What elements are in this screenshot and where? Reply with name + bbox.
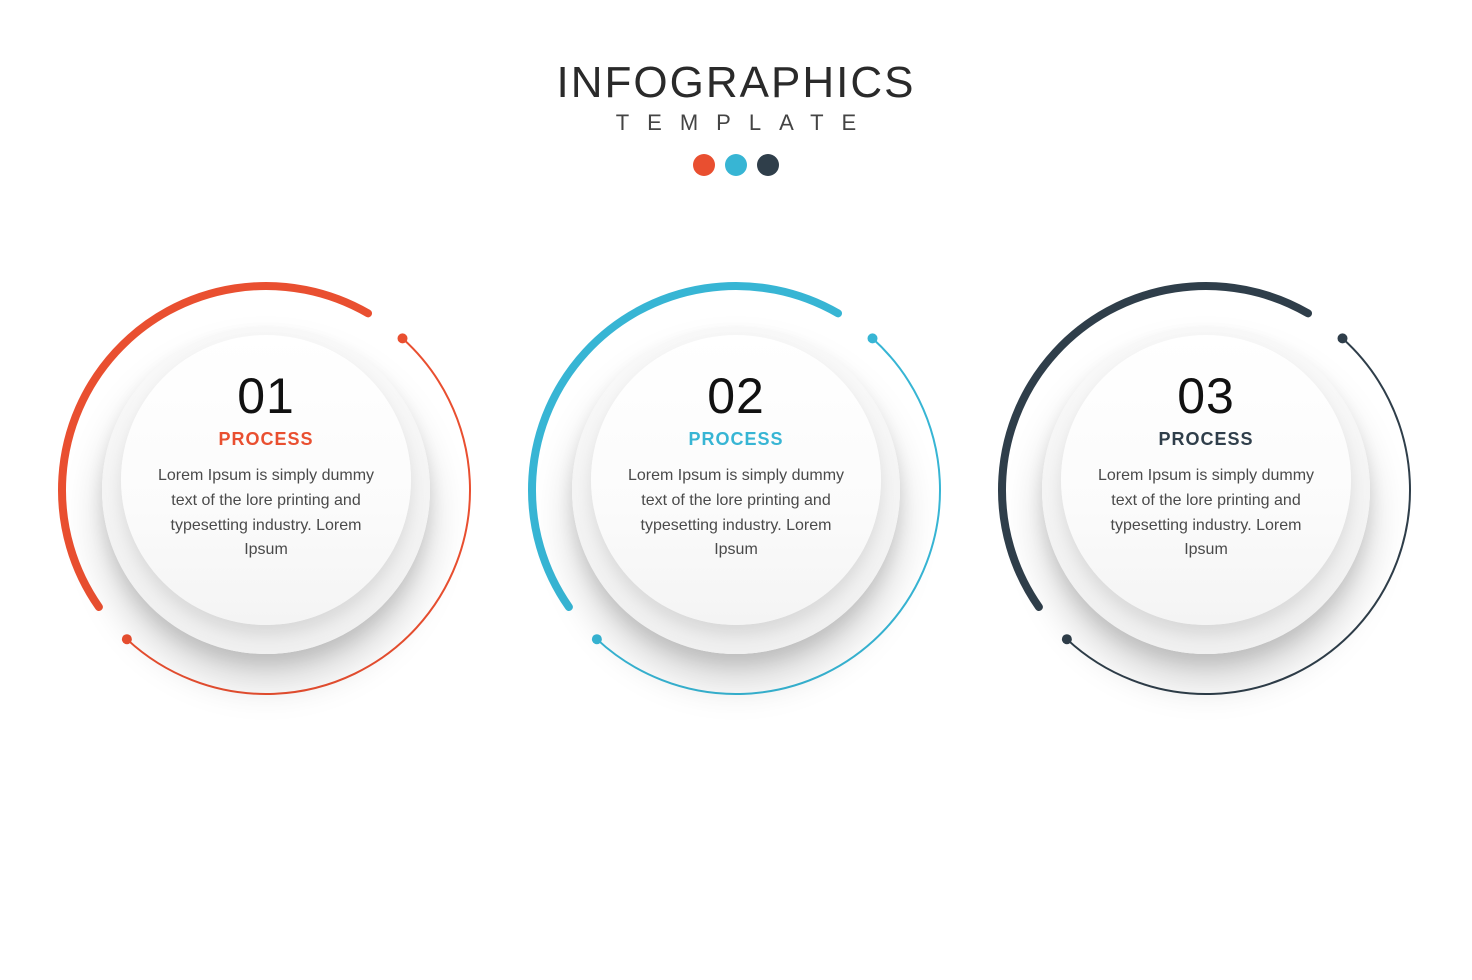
- disc-inner-3: 03 PROCESS Lorem Ipsum is simply dummy t…: [1061, 335, 1351, 625]
- step-2: 02 PROCESS Lorem Ipsum is simply dummy t…: [526, 280, 946, 700]
- step-1: 01 PROCESS Lorem Ipsum is simply dummy t…: [56, 280, 476, 700]
- legend-dots: [0, 154, 1472, 176]
- subtitle: TEMPLATE: [0, 110, 1472, 136]
- step-label-1: PROCESS: [218, 429, 313, 450]
- step-label-3: PROCESS: [1158, 429, 1253, 450]
- steps-row: 01 PROCESS Lorem Ipsum is simply dummy t…: [0, 280, 1472, 700]
- step-body-1: Lorem Ipsum is simply dummy text of the …: [156, 464, 376, 563]
- disc-inner-1: 01 PROCESS Lorem Ipsum is simply dummy t…: [121, 335, 411, 625]
- disc-inner-2: 02 PROCESS Lorem Ipsum is simply dummy t…: [591, 335, 881, 625]
- header: INFOGRAPHICS TEMPLATE: [0, 0, 1472, 176]
- legend-dot-2: [725, 154, 747, 176]
- step-number-3: 03: [1177, 367, 1235, 425]
- legend-dot-3: [757, 154, 779, 176]
- step-label-2: PROCESS: [688, 429, 783, 450]
- step-body-2: Lorem Ipsum is simply dummy text of the …: [626, 464, 846, 563]
- step-body-3: Lorem Ipsum is simply dummy text of the …: [1096, 464, 1316, 563]
- step-number-1: 01: [237, 367, 295, 425]
- step-number-2: 02: [707, 367, 765, 425]
- legend-dot-1: [693, 154, 715, 176]
- infographic-canvas: INFOGRAPHICS TEMPLATE 01 PROCESS Lorem I…: [0, 0, 1472, 980]
- title: INFOGRAPHICS: [0, 58, 1472, 108]
- step-3: 03 PROCESS Lorem Ipsum is simply dummy t…: [996, 280, 1416, 700]
